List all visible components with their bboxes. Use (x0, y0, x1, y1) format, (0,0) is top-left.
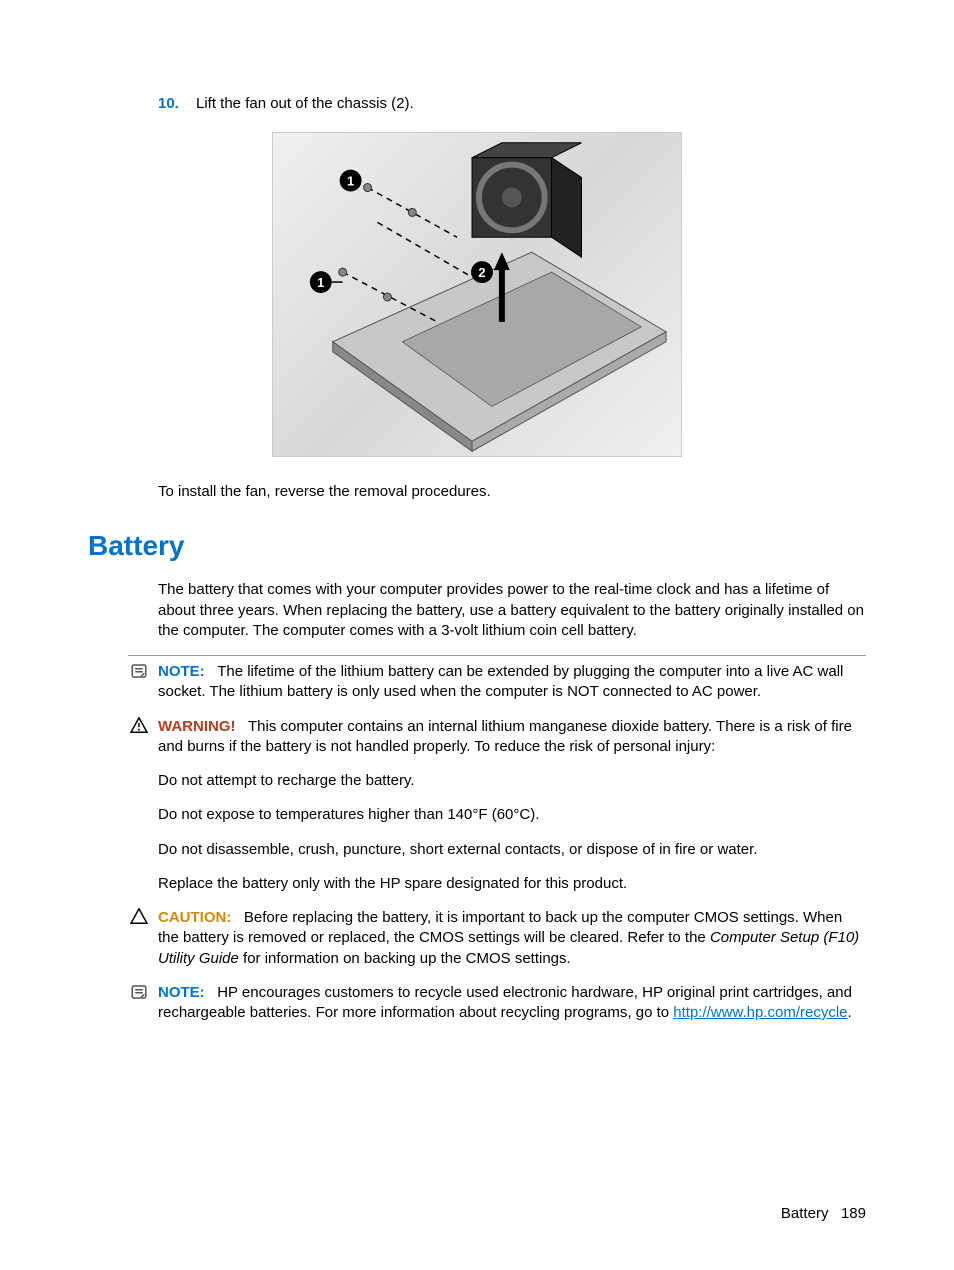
note-icon (128, 662, 150, 686)
svg-text:1: 1 (317, 275, 324, 290)
warning-bullet-2: Do not disassemble, crush, puncture, sho… (158, 840, 866, 860)
note1-text: The lifetime of the lithium battery can … (158, 663, 843, 700)
caution-icon (128, 908, 150, 930)
warning-bullet-1: Do not expose to temperatures higher tha… (158, 805, 866, 825)
warning-icon (128, 717, 150, 739)
warning-bullet-3: Replace the battery only with the HP spa… (158, 874, 866, 894)
note-icon-2 (128, 983, 150, 1007)
svg-text:2: 2 (478, 265, 485, 280)
caution-block: CAUTION: Before replacing the battery, i… (128, 908, 866, 969)
section-heading-battery: Battery (88, 530, 866, 562)
caution-label: CAUTION: (158, 909, 231, 926)
warning-bullet-0: Do not attempt to recharge the battery. (158, 771, 866, 791)
note-label: NOTE: (158, 663, 205, 680)
step-text: Lift the fan out of the chassis (2). (196, 95, 414, 112)
fan-removal-figure: 2 1 1 (272, 132, 682, 457)
page-footer: Battery 189 (781, 1205, 866, 1222)
step-number: 10. (158, 95, 196, 112)
note-block-1: NOTE: The lifetime of the lithium batter… (128, 655, 866, 703)
figure-svg: 2 1 1 (273, 132, 681, 457)
note-block-2: NOTE: HP encourages customers to recycle… (128, 983, 866, 1024)
note2-text-after: . (848, 1004, 852, 1021)
caution-text-after: for information on backing up the CMOS s… (239, 950, 571, 967)
battery-intro: The battery that comes with your compute… (158, 580, 866, 641)
footer-section: Battery (781, 1205, 829, 1222)
install-instruction: To install the fan, reverse the removal … (158, 482, 866, 502)
warning-label: WARNING! (158, 718, 236, 735)
warning-block: WARNING! This computer contains an inter… (128, 717, 866, 758)
note2-label: NOTE: (158, 984, 205, 1001)
warning-text: This computer contains an internal lithi… (158, 718, 852, 755)
step-line: 10. Lift the fan out of the chassis (2). (158, 95, 866, 112)
svg-text:1: 1 (347, 174, 354, 189)
footer-page: 189 (841, 1205, 866, 1222)
recycle-link[interactable]: http://www.hp.com/recycle (673, 1004, 847, 1021)
